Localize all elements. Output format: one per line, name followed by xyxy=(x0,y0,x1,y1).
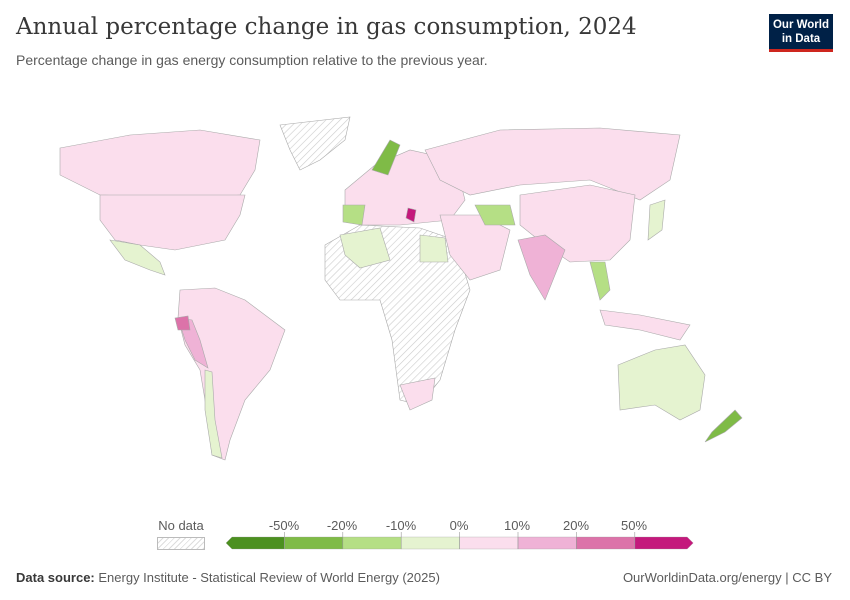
legend-bin[interactable] xyxy=(401,536,460,550)
region-peru-ecuador[interactable] xyxy=(177,317,209,369)
region-south-america[interactable] xyxy=(177,287,286,461)
region-egypt[interactable] xyxy=(419,234,449,263)
region-iberia[interactable] xyxy=(342,204,366,226)
world-map[interactable] xyxy=(0,100,850,480)
region-mexico[interactable] xyxy=(109,239,166,276)
region-norway-sweden[interactable] xyxy=(371,139,401,176)
region-south-africa[interactable] xyxy=(399,377,436,411)
legend-bin[interactable] xyxy=(634,536,694,550)
region-new-zealand[interactable] xyxy=(704,409,743,443)
footer-link[interactable]: OurWorldinData.org/energy | CC BY xyxy=(622,570,832,585)
legend-bin[interactable] xyxy=(576,536,635,550)
chart-subtitle: Percentage change in gas energy consumpt… xyxy=(16,52,488,68)
source-text: Energy Institute - Statistical Review of… xyxy=(98,570,440,585)
legend-tick: 50% xyxy=(620,518,648,533)
no-data-swatch xyxy=(157,537,205,550)
legend-tick: -20% xyxy=(326,518,358,533)
legend-color-bar xyxy=(225,532,694,550)
legend-bin[interactable] xyxy=(225,536,285,550)
region-algeria[interactable] xyxy=(339,227,391,269)
legend-tick: 20% xyxy=(562,518,590,533)
legend-tick: -10% xyxy=(385,518,417,533)
region-usa[interactable] xyxy=(99,194,246,251)
region-central-asia[interactable] xyxy=(474,204,516,226)
region-greenland[interactable] xyxy=(279,116,351,171)
region-india[interactable] xyxy=(517,234,566,301)
legend-bin[interactable] xyxy=(342,536,402,550)
logo-line2: in Data xyxy=(781,33,821,45)
legend-bin[interactable] xyxy=(284,536,343,550)
region-indonesia[interactable] xyxy=(599,309,691,341)
region-southeast-asia[interactable] xyxy=(589,261,611,301)
source-note: Data source: Energy Institute - Statisti… xyxy=(16,570,440,585)
region-japan[interactable] xyxy=(647,199,666,241)
legend-tick: 10% xyxy=(503,518,531,533)
logo-line1: Our World xyxy=(772,19,829,31)
region-russia[interactable] xyxy=(424,127,681,201)
region-chile[interactable] xyxy=(204,369,223,459)
region-ecuador[interactable] xyxy=(174,315,191,331)
region-canada[interactable] xyxy=(59,129,261,199)
owid-logo[interactable]: Our World in Data xyxy=(769,14,833,52)
region-australia[interactable] xyxy=(617,344,706,421)
legend-bin[interactable] xyxy=(517,536,577,550)
legend-bin[interactable] xyxy=(459,536,519,550)
no-data-label: No data xyxy=(158,518,204,533)
region-greece[interactable] xyxy=(405,207,417,223)
legend-tick: 0% xyxy=(449,518,469,533)
source-label: Data source: xyxy=(16,570,95,585)
legend-tick: -50% xyxy=(268,518,300,533)
chart-title: Annual percentage change in gas consumpt… xyxy=(16,14,637,40)
